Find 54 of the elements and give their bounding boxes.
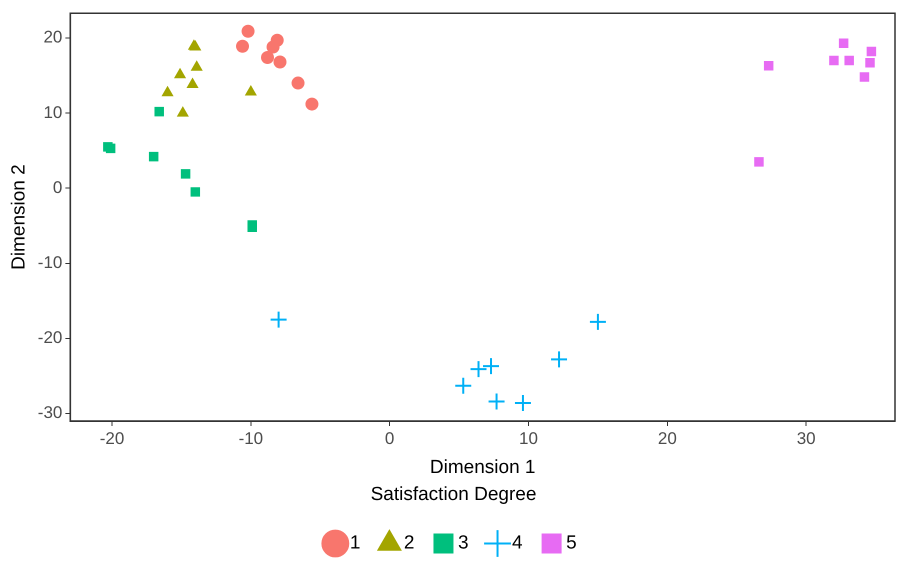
point bbox=[154, 106, 164, 116]
y-tick-label: 20 bbox=[43, 28, 62, 47]
y-tick-label: -30 bbox=[38, 403, 62, 422]
point bbox=[754, 157, 764, 167]
legend-label: 2 bbox=[404, 532, 414, 554]
point bbox=[488, 392, 506, 410]
x-axis-title: Dimension 1 bbox=[430, 457, 536, 478]
y-tick-label: 0 bbox=[52, 178, 62, 197]
legend-label: 5 bbox=[566, 532, 577, 554]
point bbox=[242, 24, 255, 38]
point bbox=[829, 56, 839, 66]
point bbox=[191, 60, 202, 71]
point bbox=[106, 144, 116, 154]
point bbox=[482, 357, 500, 376]
y-axis-title: Dimension 2 bbox=[8, 164, 30, 270]
legend-label: 4 bbox=[512, 532, 524, 554]
point bbox=[764, 61, 774, 71]
point bbox=[236, 40, 250, 53]
point bbox=[162, 86, 174, 96]
y-tick-label: -20 bbox=[38, 328, 62, 348]
point bbox=[266, 40, 280, 54]
point bbox=[177, 106, 189, 117]
point bbox=[245, 86, 257, 96]
x-tick-label: 30 bbox=[796, 428, 816, 448]
x-tick-label: -20 bbox=[100, 428, 124, 448]
point bbox=[174, 68, 186, 78]
point bbox=[550, 350, 568, 368]
point bbox=[261, 51, 274, 64]
y-tick-label: 10 bbox=[43, 102, 62, 122]
legend-label: 3 bbox=[458, 532, 469, 554]
point bbox=[866, 46, 876, 56]
point bbox=[305, 98, 318, 111]
x-tick-label: 0 bbox=[384, 428, 394, 448]
point bbox=[148, 152, 158, 162]
point bbox=[860, 72, 870, 82]
point bbox=[274, 56, 286, 69]
point bbox=[270, 310, 288, 329]
point bbox=[186, 78, 198, 88]
point bbox=[454, 376, 472, 395]
x-tick-label: 10 bbox=[519, 428, 538, 448]
point bbox=[470, 360, 488, 378]
legend-label: 1 bbox=[350, 532, 360, 554]
x-tick-label: -10 bbox=[238, 428, 264, 448]
point bbox=[838, 38, 848, 48]
point bbox=[865, 58, 875, 68]
legend-title: Satisfaction Degree bbox=[370, 484, 536, 505]
y-tick-label: -10 bbox=[38, 252, 62, 272]
point bbox=[190, 187, 200, 197]
point bbox=[588, 312, 607, 331]
x-tick-label: 20 bbox=[658, 428, 677, 448]
point bbox=[292, 76, 305, 90]
point bbox=[844, 56, 854, 66]
point bbox=[514, 394, 532, 412]
point bbox=[180, 169, 190, 179]
